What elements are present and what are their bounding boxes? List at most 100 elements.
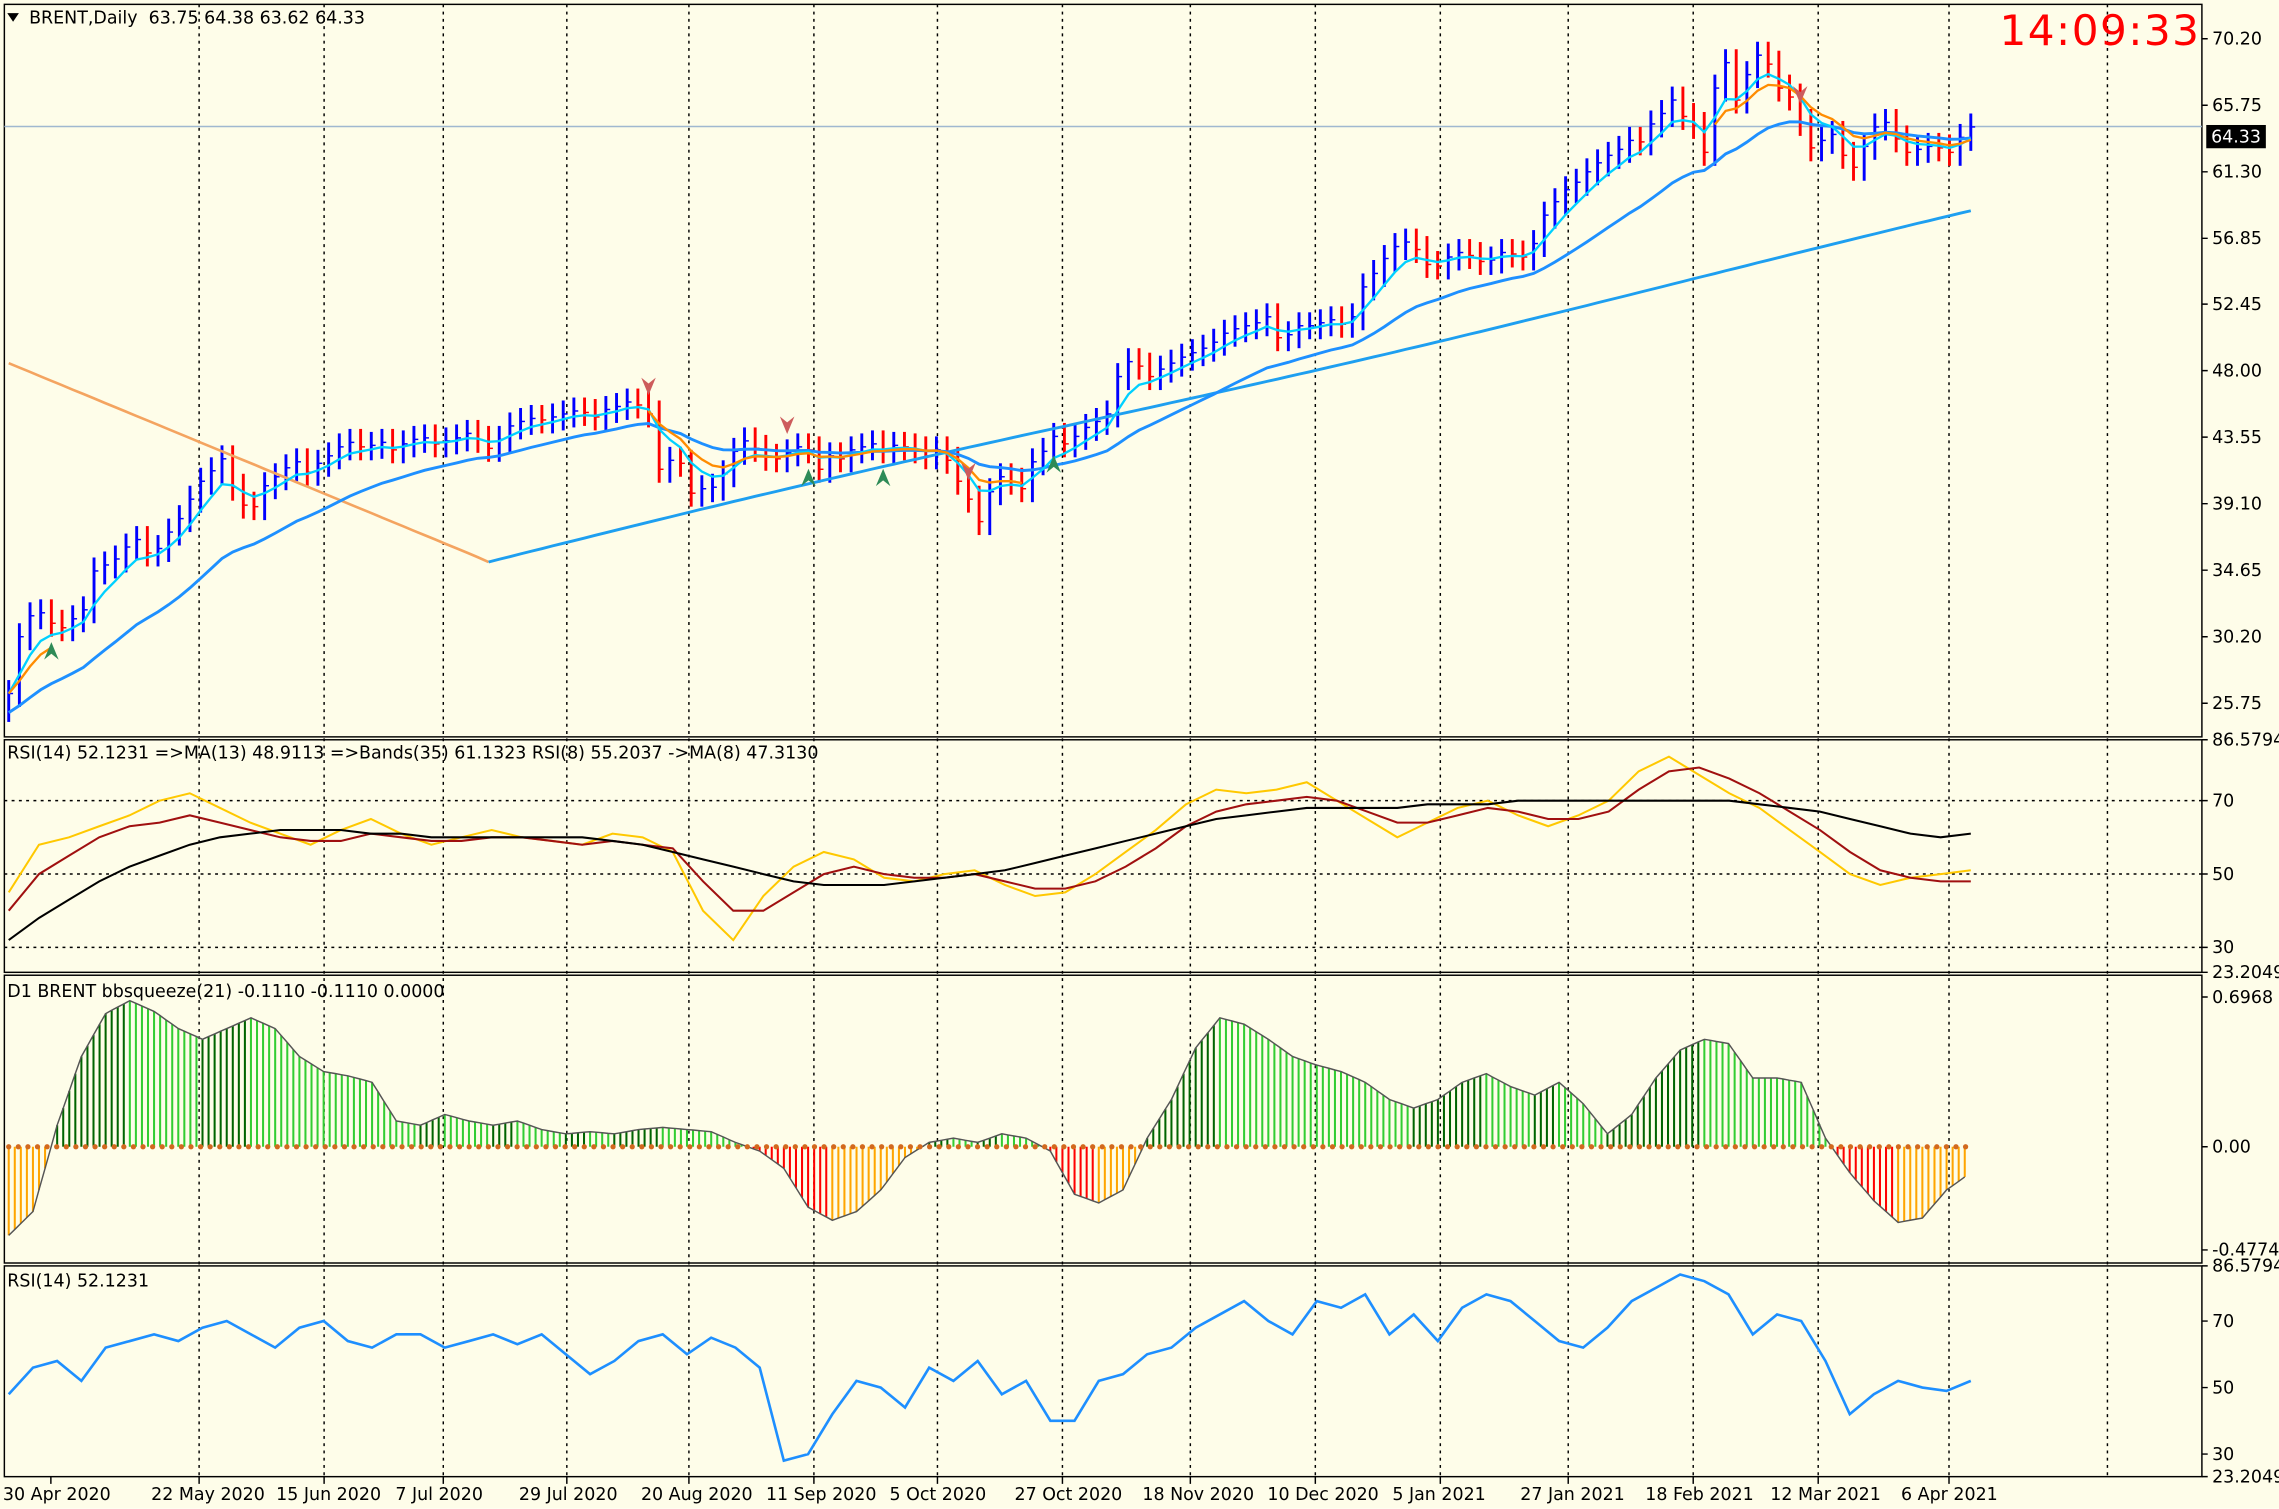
squeeze-zero-dot: [1195, 1144, 1201, 1150]
squeeze-zero-dot: [226, 1144, 232, 1150]
squeeze-zero-dot: [1176, 1144, 1182, 1150]
squeeze-zero-dot: [1531, 1144, 1537, 1150]
server-clock: 14:09:33: [1999, 5, 2201, 56]
squeeze-zero-dot: [1425, 1144, 1432, 1150]
squeeze-zero-dot: [1205, 1144, 1211, 1150]
squeeze-zero-dot: [1051, 1144, 1057, 1150]
squeeze-zero-dot: [524, 1144, 530, 1150]
squeeze-zero-dot: [1838, 1144, 1844, 1150]
squeeze-zero-dot: [1943, 1144, 1950, 1150]
squeeze-zero-dot: [130, 1144, 137, 1150]
squeeze-zero-dot: [725, 1144, 731, 1150]
rsi-panel-frame: [3, 1265, 2203, 1478]
squeeze-zero-dot: [102, 1144, 108, 1150]
squeeze-zero-dot: [1032, 1144, 1038, 1150]
squeeze-zero-dot: [293, 1144, 300, 1150]
squeeze-zero-dot: [1483, 1144, 1489, 1150]
rsi-tick-label: 30: [2212, 1445, 2234, 1465]
squeeze-zero-dot: [1780, 1144, 1786, 1150]
squeeze-zero-dot: [245, 1144, 252, 1150]
squeeze-zero-dot: [1291, 1144, 1297, 1150]
squeeze-zero-dot: [197, 1144, 204, 1150]
squeeze-zero-dot: [217, 1144, 223, 1150]
squeeze-zero-dot: [1233, 1144, 1240, 1150]
squeeze-zero-dot: [1675, 1144, 1681, 1150]
squeeze-zero-dot: [1914, 1144, 1921, 1150]
squeeze-zero-dot: [543, 1144, 549, 1150]
squeeze-zero-dot: [1272, 1144, 1278, 1150]
long-ma-orange-line: [8, 361, 490, 564]
squeeze-zero-dot: [572, 1144, 578, 1150]
squeeze-zero-dot: [1512, 1144, 1518, 1150]
rsi-tick-label: 70: [2212, 1312, 2234, 1332]
squeeze-zero-dot: [466, 1144, 472, 1150]
squeeze-zero-dot: [54, 1144, 60, 1150]
squeeze-zero-dot: [1397, 1144, 1403, 1150]
date-tick-label: 5 Oct 2020: [889, 1485, 986, 1505]
squeeze-zero-dot: [495, 1144, 501, 1150]
squeeze-zero-dot: [1109, 1144, 1115, 1150]
squeeze-zero-dot: [811, 1144, 818, 1150]
squeeze-zero-dot: [965, 1144, 971, 1150]
squeeze-zero-dot: [188, 1144, 194, 1150]
squeeze-zero-dot: [1349, 1144, 1355, 1150]
squeeze-zero-dot: [1473, 1144, 1479, 1150]
squeeze-zero-dot: [1588, 1144, 1595, 1150]
rsi-bands-tick-label: 50: [2212, 865, 2234, 885]
squeeze-zero-dot: [1886, 1144, 1892, 1150]
squeeze-zero-dot: [1224, 1144, 1230, 1150]
squeeze-zero-dot: [1003, 1144, 1009, 1150]
date-tick-label: 22 May 2020: [151, 1485, 265, 1505]
squeeze-zero-dot: [1751, 1144, 1758, 1150]
squeeze-zero-dot: [974, 1144, 981, 1150]
squeeze-zero-dot: [1320, 1144, 1326, 1150]
squeeze-zero-dot: [1905, 1144, 1911, 1150]
squeeze-zero-dot: [1262, 1144, 1268, 1150]
squeeze-zero-dot: [1828, 1144, 1834, 1150]
squeeze-zero-dot: [284, 1144, 290, 1150]
squeeze-zero-dot: [1569, 1144, 1575, 1150]
squeeze-zero-dot: [255, 1144, 261, 1150]
squeeze-zero-dot: [1636, 1144, 1643, 1150]
squeeze-zero-dot: [447, 1144, 453, 1150]
squeeze-zero-dot: [1416, 1144, 1422, 1150]
squeeze-zero-dot: [1857, 1144, 1863, 1150]
price-tick-label: 43.55: [2212, 428, 2262, 448]
squeeze-zero-dot: [1934, 1144, 1940, 1150]
sell-arrow-icon: [779, 416, 795, 434]
squeeze-zero-dot: [73, 1144, 79, 1150]
squeeze-zero-dot: [1819, 1144, 1825, 1150]
squeeze-zero-dot: [821, 1144, 827, 1150]
signal-orange-line: [647, 410, 1022, 485]
squeeze-zero-dot: [1962, 1144, 1969, 1150]
rsi-bands-tick-label: 23.2049: [2212, 963, 2279, 983]
sell-arrow-icon: [961, 462, 976, 481]
rsi-bands-tick-label: 30: [2212, 938, 2234, 958]
squeeze-zero-dot: [178, 1144, 185, 1150]
squeeze-zero-dot: [936, 1144, 942, 1150]
squeeze-zero-dot: [92, 1144, 98, 1150]
squeeze-zero-dot: [1732, 1144, 1738, 1150]
squeeze-zero-dot: [303, 1144, 309, 1150]
squeeze-zero-dot: [34, 1144, 41, 1150]
squeeze-zero-dot: [744, 1144, 750, 1150]
squeeze-zero-dot: [1598, 1144, 1604, 1150]
squeeze-zero-dot: [581, 1144, 587, 1150]
squeeze-zero-dot: [648, 1144, 655, 1150]
squeeze-zero-dot: [1377, 1144, 1384, 1150]
squeeze-zero-dot: [1099, 1144, 1105, 1150]
date-tick-label: 15 Jun 2020: [276, 1485, 381, 1505]
collapse-triangle-icon[interactable]: [7, 13, 19, 22]
squeeze-zero-dot: [265, 1144, 271, 1150]
squeeze-zero-dot: [1703, 1144, 1710, 1150]
squeeze-zero-dot: [1185, 1144, 1192, 1150]
price-tick-label: 65.75: [2212, 96, 2262, 116]
squeeze-zero-dot: [1070, 1144, 1077, 1150]
squeeze-zero-dot: [313, 1144, 319, 1150]
squeeze-zero-dot: [1799, 1144, 1806, 1150]
squeeze-zero-dot: [869, 1144, 875, 1150]
squeeze-zero-dot: [1924, 1144, 1930, 1150]
squeeze-zero-dot: [850, 1144, 856, 1150]
